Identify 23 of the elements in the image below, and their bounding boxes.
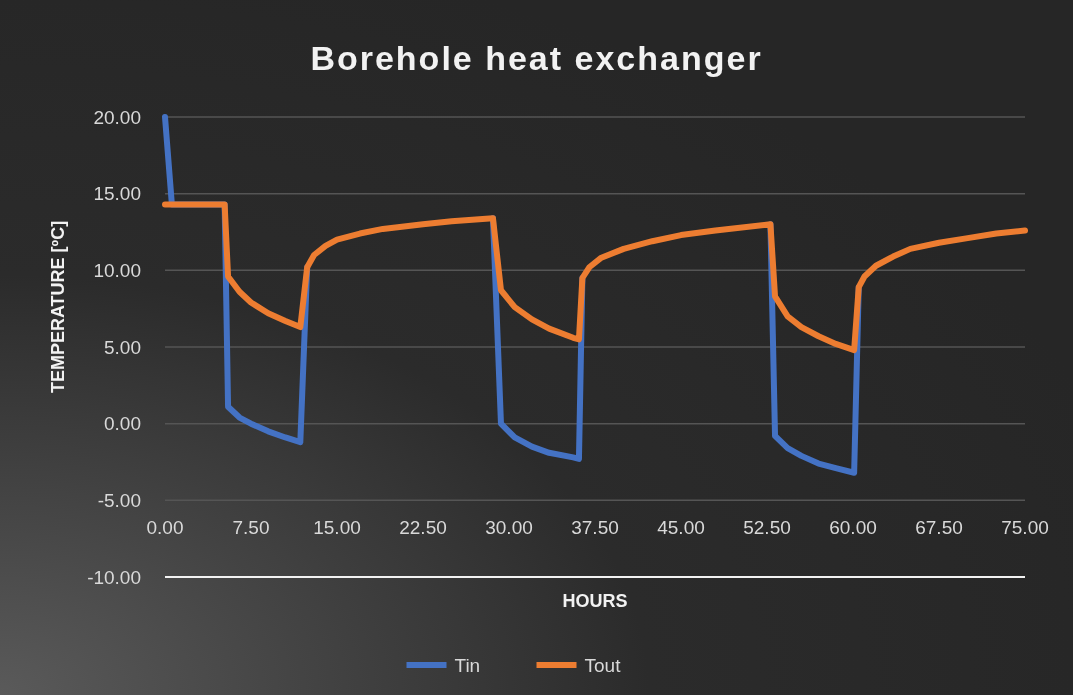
- x-axis-title: HOURS: [562, 591, 628, 611]
- y-tick-label: 20.00: [93, 106, 141, 128]
- legend-label: Tin: [454, 654, 481, 676]
- x-tick-label: 22.50: [399, 516, 447, 538]
- y-tick-label: 0.00: [104, 413, 141, 435]
- x-tick-label: 45.00: [657, 516, 705, 538]
- y-tick-label: 10.00: [93, 259, 141, 281]
- x-tick-label: 0.00: [146, 516, 184, 538]
- x-tick-label: 37.50: [571, 516, 619, 538]
- legend-label: Tout: [584, 654, 622, 676]
- x-tick-label: 67.50: [915, 516, 963, 538]
- x-tick-label: 52.50: [743, 516, 791, 538]
- y-axis-title: TEMPERATURE [ºC]: [48, 220, 68, 394]
- y-tick-label: -5.00: [97, 489, 141, 511]
- chart-title: Borehole heat exchanger: [310, 39, 763, 77]
- x-tick-label: 15.00: [313, 516, 361, 538]
- y-tick-label: 5.00: [104, 336, 141, 358]
- x-tick-label: 75.00: [1001, 516, 1049, 538]
- y-tick-label: -10.00: [87, 566, 141, 588]
- x-tick-label: 7.50: [232, 516, 270, 538]
- x-tick-label: 60.00: [829, 516, 877, 538]
- y-tick-label: 15.00: [93, 183, 141, 205]
- x-tick-label: 30.00: [485, 516, 533, 538]
